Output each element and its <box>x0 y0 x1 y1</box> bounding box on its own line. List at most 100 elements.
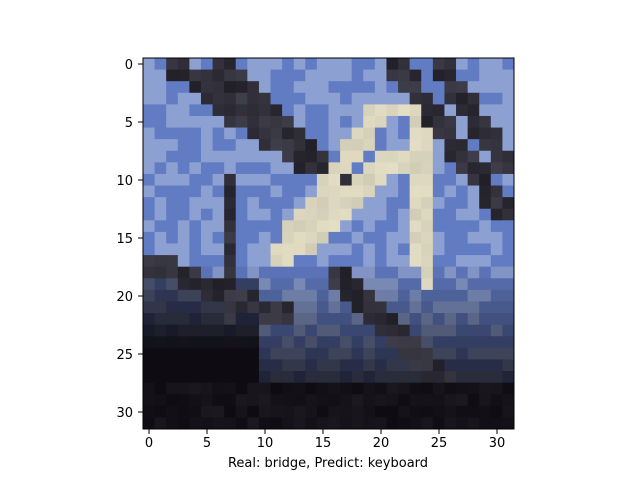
image-pixel <box>386 371 399 384</box>
image-pixel <box>247 394 260 407</box>
image-pixel <box>351 347 364 361</box>
image-pixel <box>166 197 179 210</box>
image-pixel <box>432 92 446 105</box>
image-pixel <box>143 173 156 187</box>
image-pixel <box>282 92 295 105</box>
image-pixel <box>479 104 492 117</box>
image-pixel <box>386 231 399 245</box>
image-pixel <box>212 255 225 268</box>
image-pixel <box>502 150 514 163</box>
image-pixel <box>143 382 156 395</box>
image-pixel <box>363 173 376 187</box>
image-pixel <box>467 127 480 140</box>
image-pixel <box>502 313 514 326</box>
image-pixel <box>189 197 202 210</box>
image-pixel <box>166 150 179 163</box>
image-pixel <box>340 243 353 256</box>
image-pixel <box>224 81 237 94</box>
image-pixel <box>154 324 167 337</box>
image-pixel <box>247 278 260 291</box>
image-pixel <box>305 150 318 163</box>
image-pixel <box>386 347 399 361</box>
image-pixel <box>200 301 214 314</box>
image-pixel <box>154 371 167 384</box>
image-pixel <box>374 266 388 279</box>
image-pixel <box>502 347 514 361</box>
image-pixel <box>177 289 190 303</box>
image-pixel <box>490 301 503 314</box>
image-pixel <box>386 81 399 94</box>
image-pixel <box>386 58 399 71</box>
image-pixel <box>247 289 260 303</box>
image-pixel <box>305 220 318 233</box>
image-pixel <box>490 115 503 129</box>
image-pixel <box>143 150 156 163</box>
image-pixel <box>479 231 492 245</box>
image-pixel <box>351 336 364 349</box>
image-pixel <box>200 81 214 94</box>
image-pixel <box>456 173 469 187</box>
image-pixel <box>177 231 190 245</box>
image-pixel <box>490 92 503 105</box>
image-pixel <box>247 69 260 82</box>
image-pixel <box>200 115 214 129</box>
image-pixel <box>444 289 457 303</box>
image-pixel <box>479 185 492 198</box>
image-pixel <box>235 92 248 105</box>
image-pixel <box>363 150 376 163</box>
image-pixel <box>386 243 399 256</box>
image-pixel <box>340 139 353 152</box>
image-pixel <box>154 139 167 152</box>
y-tick-label: 10 <box>116 174 133 189</box>
image-pixel <box>305 115 318 129</box>
image-pixel <box>282 220 295 233</box>
image-pixel <box>200 405 214 418</box>
image-pixel <box>270 115 283 129</box>
image-pixel <box>177 278 190 291</box>
image-pixel <box>235 417 248 429</box>
image-pixel <box>143 301 156 314</box>
image-pixel <box>363 220 376 233</box>
image-pixel <box>374 208 388 221</box>
image-pixel <box>200 58 214 71</box>
image-pixel <box>456 81 469 94</box>
image-pixel <box>409 220 422 233</box>
image-pixel <box>467 208 480 221</box>
image-pixel <box>467 255 480 268</box>
image-pixel <box>398 69 411 82</box>
image-pixel <box>421 69 434 82</box>
image-pixel <box>166 255 179 268</box>
image-pixel <box>444 139 457 152</box>
image-pixel <box>258 405 272 418</box>
image-pixel <box>328 69 341 82</box>
image-pixel <box>224 324 237 337</box>
image-pixel <box>235 405 248 418</box>
image-pixel <box>456 371 469 384</box>
image-pixel <box>212 69 225 82</box>
image-pixel <box>258 278 272 291</box>
image-pixel <box>166 347 179 361</box>
image-pixel <box>490 243 503 256</box>
image-pixel <box>235 231 248 245</box>
image-pixel <box>293 417 306 429</box>
image-pixel <box>456 231 469 245</box>
image-pixel <box>247 197 260 210</box>
image-pixel <box>328 115 341 129</box>
image-pixel <box>351 255 364 268</box>
image-pixel <box>316 185 330 198</box>
image-pixel <box>224 289 237 303</box>
image-pixel <box>398 417 411 429</box>
image-pixel <box>421 417 434 429</box>
image-pixel <box>305 58 318 71</box>
image-pixel <box>340 324 353 337</box>
image-pixel <box>502 104 514 117</box>
image-pixel <box>212 405 225 418</box>
image-pixel <box>166 324 179 337</box>
image-pixel <box>328 347 341 361</box>
image-pixel <box>467 69 480 82</box>
image-pixel <box>386 278 399 291</box>
image-pixel <box>467 92 480 105</box>
image-pixel <box>293 324 306 337</box>
image-pixel <box>316 289 330 303</box>
